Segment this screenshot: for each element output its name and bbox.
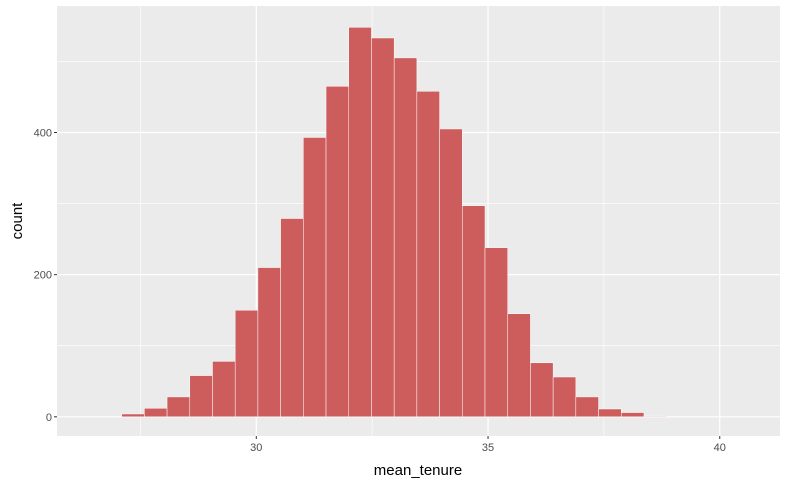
y-tick-label: 400	[34, 128, 52, 140]
histogram-bar	[439, 128, 463, 418]
histogram-bar	[212, 361, 236, 418]
histogram-bar	[348, 27, 372, 418]
histogram-bar	[530, 362, 554, 418]
histogram-bar	[371, 37, 395, 418]
histogram-bar	[552, 376, 577, 418]
x-tick-label: 35	[482, 442, 494, 454]
histogram-bar	[144, 408, 168, 418]
histogram-bar	[643, 415, 667, 418]
y-tick-label: 0	[46, 412, 52, 424]
x-tick-label: 30	[250, 442, 262, 454]
y-tick-label: 200	[34, 270, 52, 282]
histogram-bar	[234, 309, 259, 418]
histogram-bar	[121, 413, 145, 418]
histogram-bar	[598, 408, 622, 418]
x-axis-title: mean_tenure	[374, 462, 462, 479]
histogram-bar	[416, 91, 440, 418]
y-axis-ticks: 0 200 400	[34, 128, 57, 424]
histogram-bars	[53, 27, 758, 418]
histogram-bar	[325, 86, 349, 418]
histogram-bar	[303, 137, 327, 418]
histogram-bar	[462, 205, 486, 418]
histogram-bar	[507, 313, 531, 418]
histogram-bar	[484, 247, 508, 418]
histogram-bar	[621, 412, 645, 418]
x-tick-label: 40	[714, 442, 726, 454]
histogram-bar	[166, 396, 191, 418]
histogram-bar	[575, 396, 599, 418]
histogram-bar	[393, 57, 418, 418]
histogram-bar	[257, 267, 281, 418]
x-axis-ticks: 30 35 40	[250, 436, 726, 454]
histogram-bar	[189, 375, 213, 418]
y-axis-title: count	[9, 202, 26, 240]
histogram-bar	[280, 218, 304, 418]
